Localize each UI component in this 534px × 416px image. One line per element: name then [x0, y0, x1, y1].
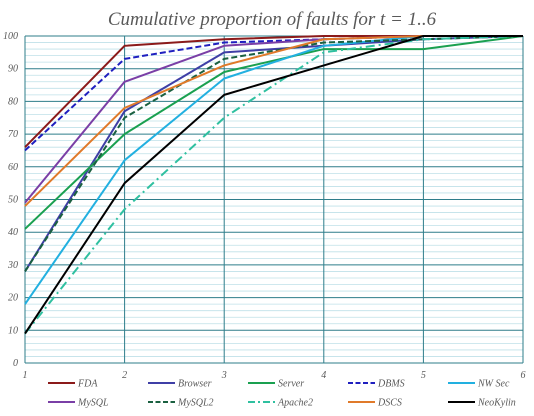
x-tick-label: 2 [122, 370, 127, 381]
y-tick-label: 40 [8, 227, 18, 238]
series-line-mysql2 [24, 35, 524, 272]
y-tick-label: 50 [8, 195, 18, 206]
series-line-server [24, 35, 524, 230]
y-tick-label: 0 [13, 358, 18, 369]
x-tick-label: 6 [521, 370, 526, 381]
y-tick-label: 70 [8, 129, 18, 140]
y-tick-label: 60 [8, 162, 18, 173]
y-tick-label: 90 [8, 64, 18, 75]
series-lines [24, 35, 524, 335]
x-tick-label: 3 [221, 370, 227, 381]
legend-label-nw-sec: NW Sec [477, 379, 510, 390]
x-tick-label: 4 [321, 370, 326, 381]
x-axis-tick-labels: 1 2 3 4 5 6 [23, 370, 526, 381]
legend-label-mysql: MySQL [77, 398, 109, 409]
y-tick-label: 100 [3, 31, 18, 42]
legend-label-mysql2: MySQL2 [177, 398, 214, 409]
chart-title: Cumulative proportion of faults for t = … [108, 9, 437, 30]
series-line-neokylin [24, 35, 523, 335]
x-tick-label: 5 [421, 370, 426, 381]
minor-gridlines [25, 42, 523, 357]
legend-label-neokylin: NeoKylin [477, 398, 516, 409]
y-tick-label: 20 [8, 293, 18, 304]
y-axis-tick-labels: 0 10 20 30 40 50 60 70 80 90 100 [3, 31, 18, 369]
legend-label-browser: Browser [178, 379, 212, 390]
legend-label-dbms: DBMS [377, 379, 405, 390]
legend-label-apache2: Apache2 [277, 398, 313, 409]
legend-label-server: Server [278, 379, 304, 390]
major-gridlines [24, 35, 524, 364]
series-line-nw-sec [24, 35, 523, 305]
y-tick-label: 30 [7, 260, 18, 271]
legend: FDA Browser Server DBMS NW Sec MySQL MySQL2 Apa… [48, 379, 516, 409]
x-tick-label: 1 [23, 370, 28, 381]
legend-label-fda: FDA [77, 379, 98, 390]
y-tick-label: 80 [8, 96, 18, 107]
legend-label-dscs: DSCS [377, 398, 402, 409]
y-tick-label: 10 [8, 325, 18, 336]
